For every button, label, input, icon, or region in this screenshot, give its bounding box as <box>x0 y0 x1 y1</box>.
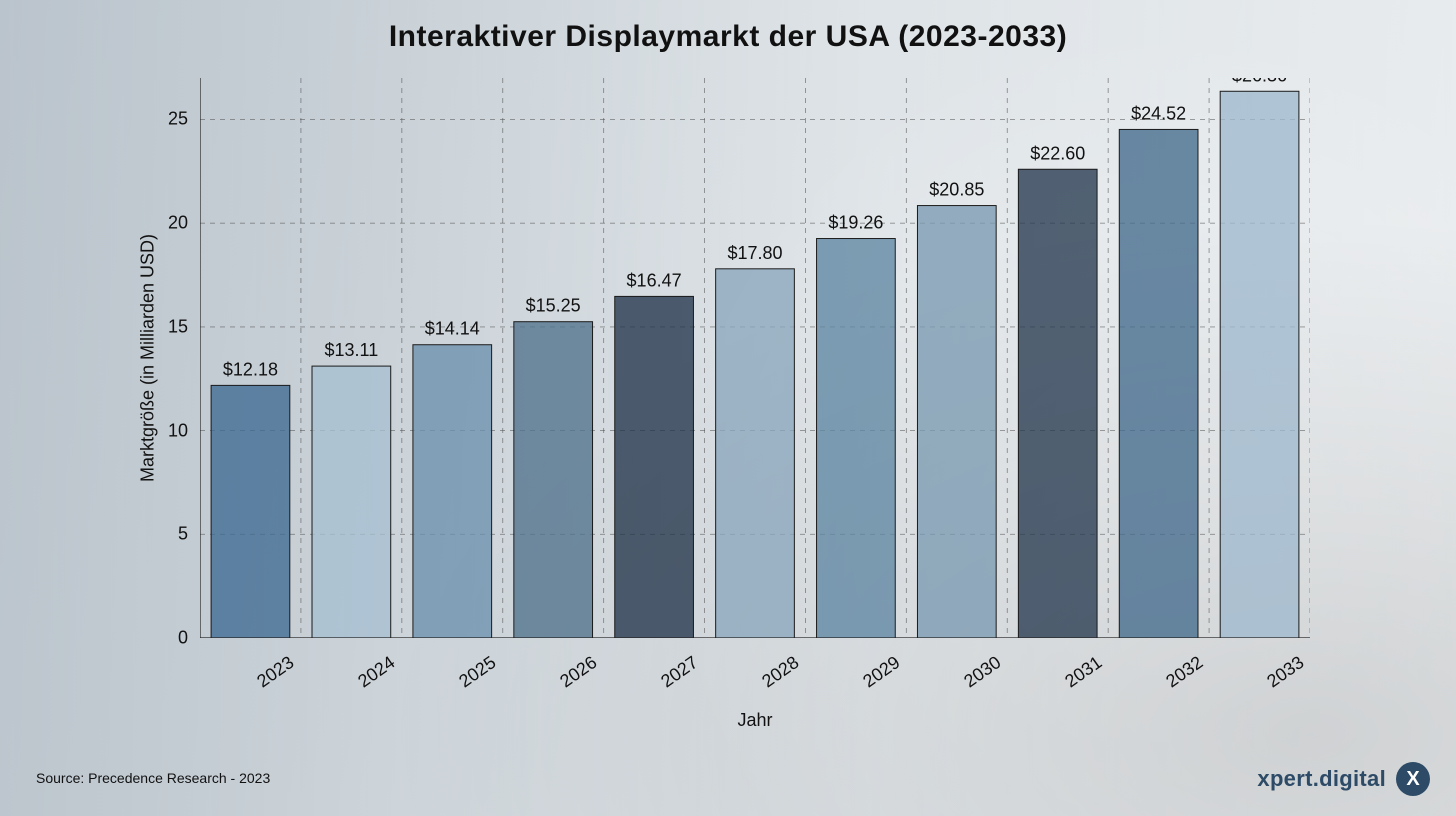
bar-value-label: $15.25 <box>526 296 581 316</box>
bar-value-label: $22.60 <box>1030 143 1085 163</box>
y-axis-title: Marktgröße (in Milliarden USD) <box>138 234 159 482</box>
bar-value-label: $20.85 <box>929 180 984 200</box>
bar <box>1220 91 1299 638</box>
bar-value-label: $26.36 <box>1232 78 1287 85</box>
brand-logo: xpert.digital X <box>1257 762 1430 796</box>
brand-logo-badge: X <box>1396 762 1430 796</box>
bar <box>1119 129 1198 638</box>
bar-value-label: $24.52 <box>1131 103 1186 123</box>
x-tick-label: 2028 <box>758 652 803 692</box>
bar <box>716 269 795 638</box>
x-tick-label: 2026 <box>556 652 601 692</box>
bar-value-label: $12.18 <box>223 359 278 379</box>
x-tick-label: 2031 <box>1061 652 1106 692</box>
bar-value-label: $16.47 <box>627 270 682 290</box>
x-axis-title: Jahr <box>737 710 772 731</box>
chart-svg: $12.18 $13.11 $14.14 $15.25 $16.47 $17.80 $19.… <box>200 78 1310 638</box>
bar <box>1018 169 1097 638</box>
y-tick-label: 15 <box>168 316 188 337</box>
bar <box>917 206 996 638</box>
x-tick-label: 2023 <box>254 652 299 692</box>
x-tick-label: 2033 <box>1263 652 1308 692</box>
chart-canvas: Interaktiver Displaymarkt der USA (2023-… <box>0 0 1456 816</box>
y-tick-label: 0 <box>178 628 188 649</box>
y-tick-label: 20 <box>168 213 188 234</box>
x-tick-label: 2029 <box>859 652 904 692</box>
bar-value-label: $19.26 <box>828 213 883 233</box>
brand-logo-text: xpert.digital <box>1257 766 1386 792</box>
bar <box>817 239 896 638</box>
bar <box>211 385 290 638</box>
y-tick-label: 25 <box>168 109 188 130</box>
chart-title: Interaktiver Displaymarkt der USA (2023-… <box>0 20 1456 54</box>
source-citation: Source: Precedence Research - 2023 <box>36 770 270 786</box>
plot-area: $12.18 $13.11 $14.14 $15.25 $16.47 $17.80 $19.… <box>200 78 1310 638</box>
bar <box>615 296 694 638</box>
x-tick-label: 2027 <box>657 652 702 692</box>
bar <box>413 345 492 638</box>
x-tick-label: 2024 <box>355 652 400 692</box>
bar <box>312 366 391 638</box>
x-tick-label: 2025 <box>455 652 500 692</box>
y-tick-label: 5 <box>178 524 188 545</box>
x-tick-label: 2032 <box>1162 652 1207 692</box>
y-tick-label: 10 <box>168 420 188 441</box>
bar-value-label: $17.80 <box>727 243 782 263</box>
bar-value-label: $14.14 <box>425 319 480 339</box>
bar <box>514 322 593 638</box>
x-tick-label: 2030 <box>960 652 1005 692</box>
bar-value-label: $13.11 <box>325 340 379 360</box>
